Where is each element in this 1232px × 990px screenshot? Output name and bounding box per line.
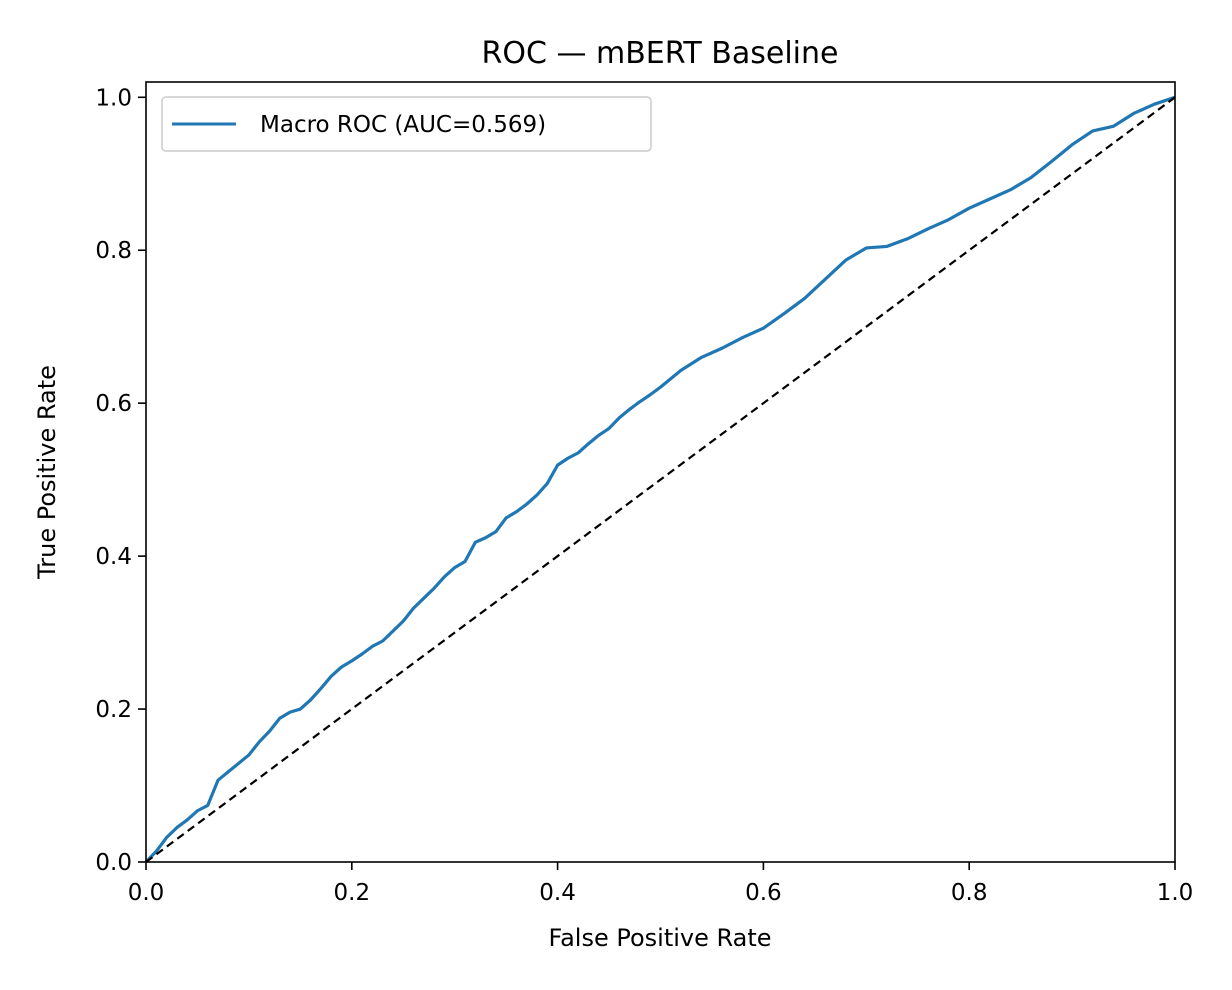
series-layer — [144, 95, 1176, 864]
x-tick-label: 0.8 — [951, 880, 988, 906]
series-line-macro-roc — [144, 95, 1176, 864]
legend-box — [161, 96, 652, 152]
y-tick-label: 0.6 — [95, 391, 132, 417]
axes-frame — [145, 81, 1176, 863]
y-tick-label: 0.4 — [95, 544, 132, 570]
x-axis-ticks: 0.0 0.2 0.4 0.6 0.8 1.0 — [128, 862, 1194, 906]
x-tick-label: 0.6 — [745, 880, 782, 906]
x-tick-label: 1.0 — [1157, 880, 1194, 906]
y-tick-label: 0.2 — [95, 697, 132, 723]
chart-title: ROC — mBERT Baseline — [482, 36, 839, 71]
y-axis-label: True Positive Rate — [33, 365, 61, 580]
y-tick-label: 0.8 — [95, 238, 132, 264]
x-axis-label: False Positive Rate — [548, 924, 771, 952]
x-tick-label: 0.0 — [128, 880, 165, 906]
legend: Macro ROC (AUC=0.569) — [161, 96, 652, 152]
y-tick-label: 0.0 — [95, 850, 132, 876]
y-tick-label: 1.0 — [95, 85, 132, 111]
y-axis-ticks: 0.0 0.2 0.4 0.6 0.8 1.0 — [95, 85, 146, 876]
x-tick-label: 0.4 — [539, 880, 576, 906]
legend-label-macro-roc: Macro ROC (AUC=0.569) — [260, 112, 546, 138]
chance-diagonal-line — [145, 96, 1176, 863]
x-tick-label: 0.2 — [334, 880, 371, 906]
plot-area — [144, 81, 1176, 864]
